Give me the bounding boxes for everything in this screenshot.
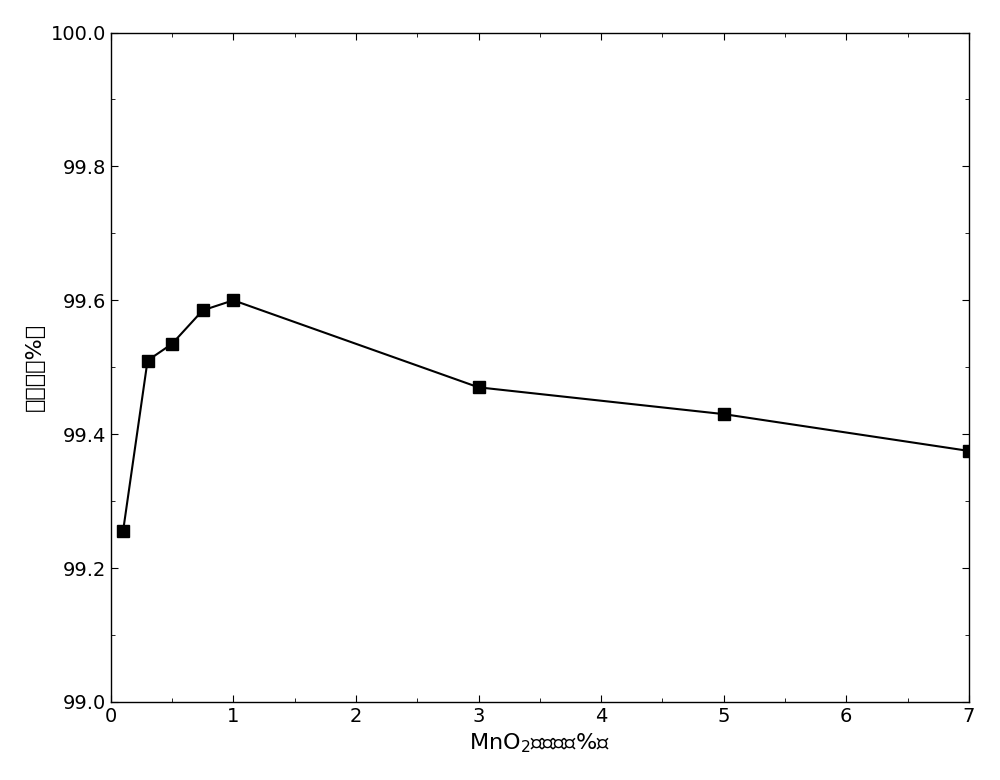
Y-axis label: 降解率（%）: 降解率（%） bbox=[25, 323, 45, 411]
X-axis label: MnO$_2$担载量（%）: MnO$_2$担载量（%） bbox=[469, 732, 610, 755]
